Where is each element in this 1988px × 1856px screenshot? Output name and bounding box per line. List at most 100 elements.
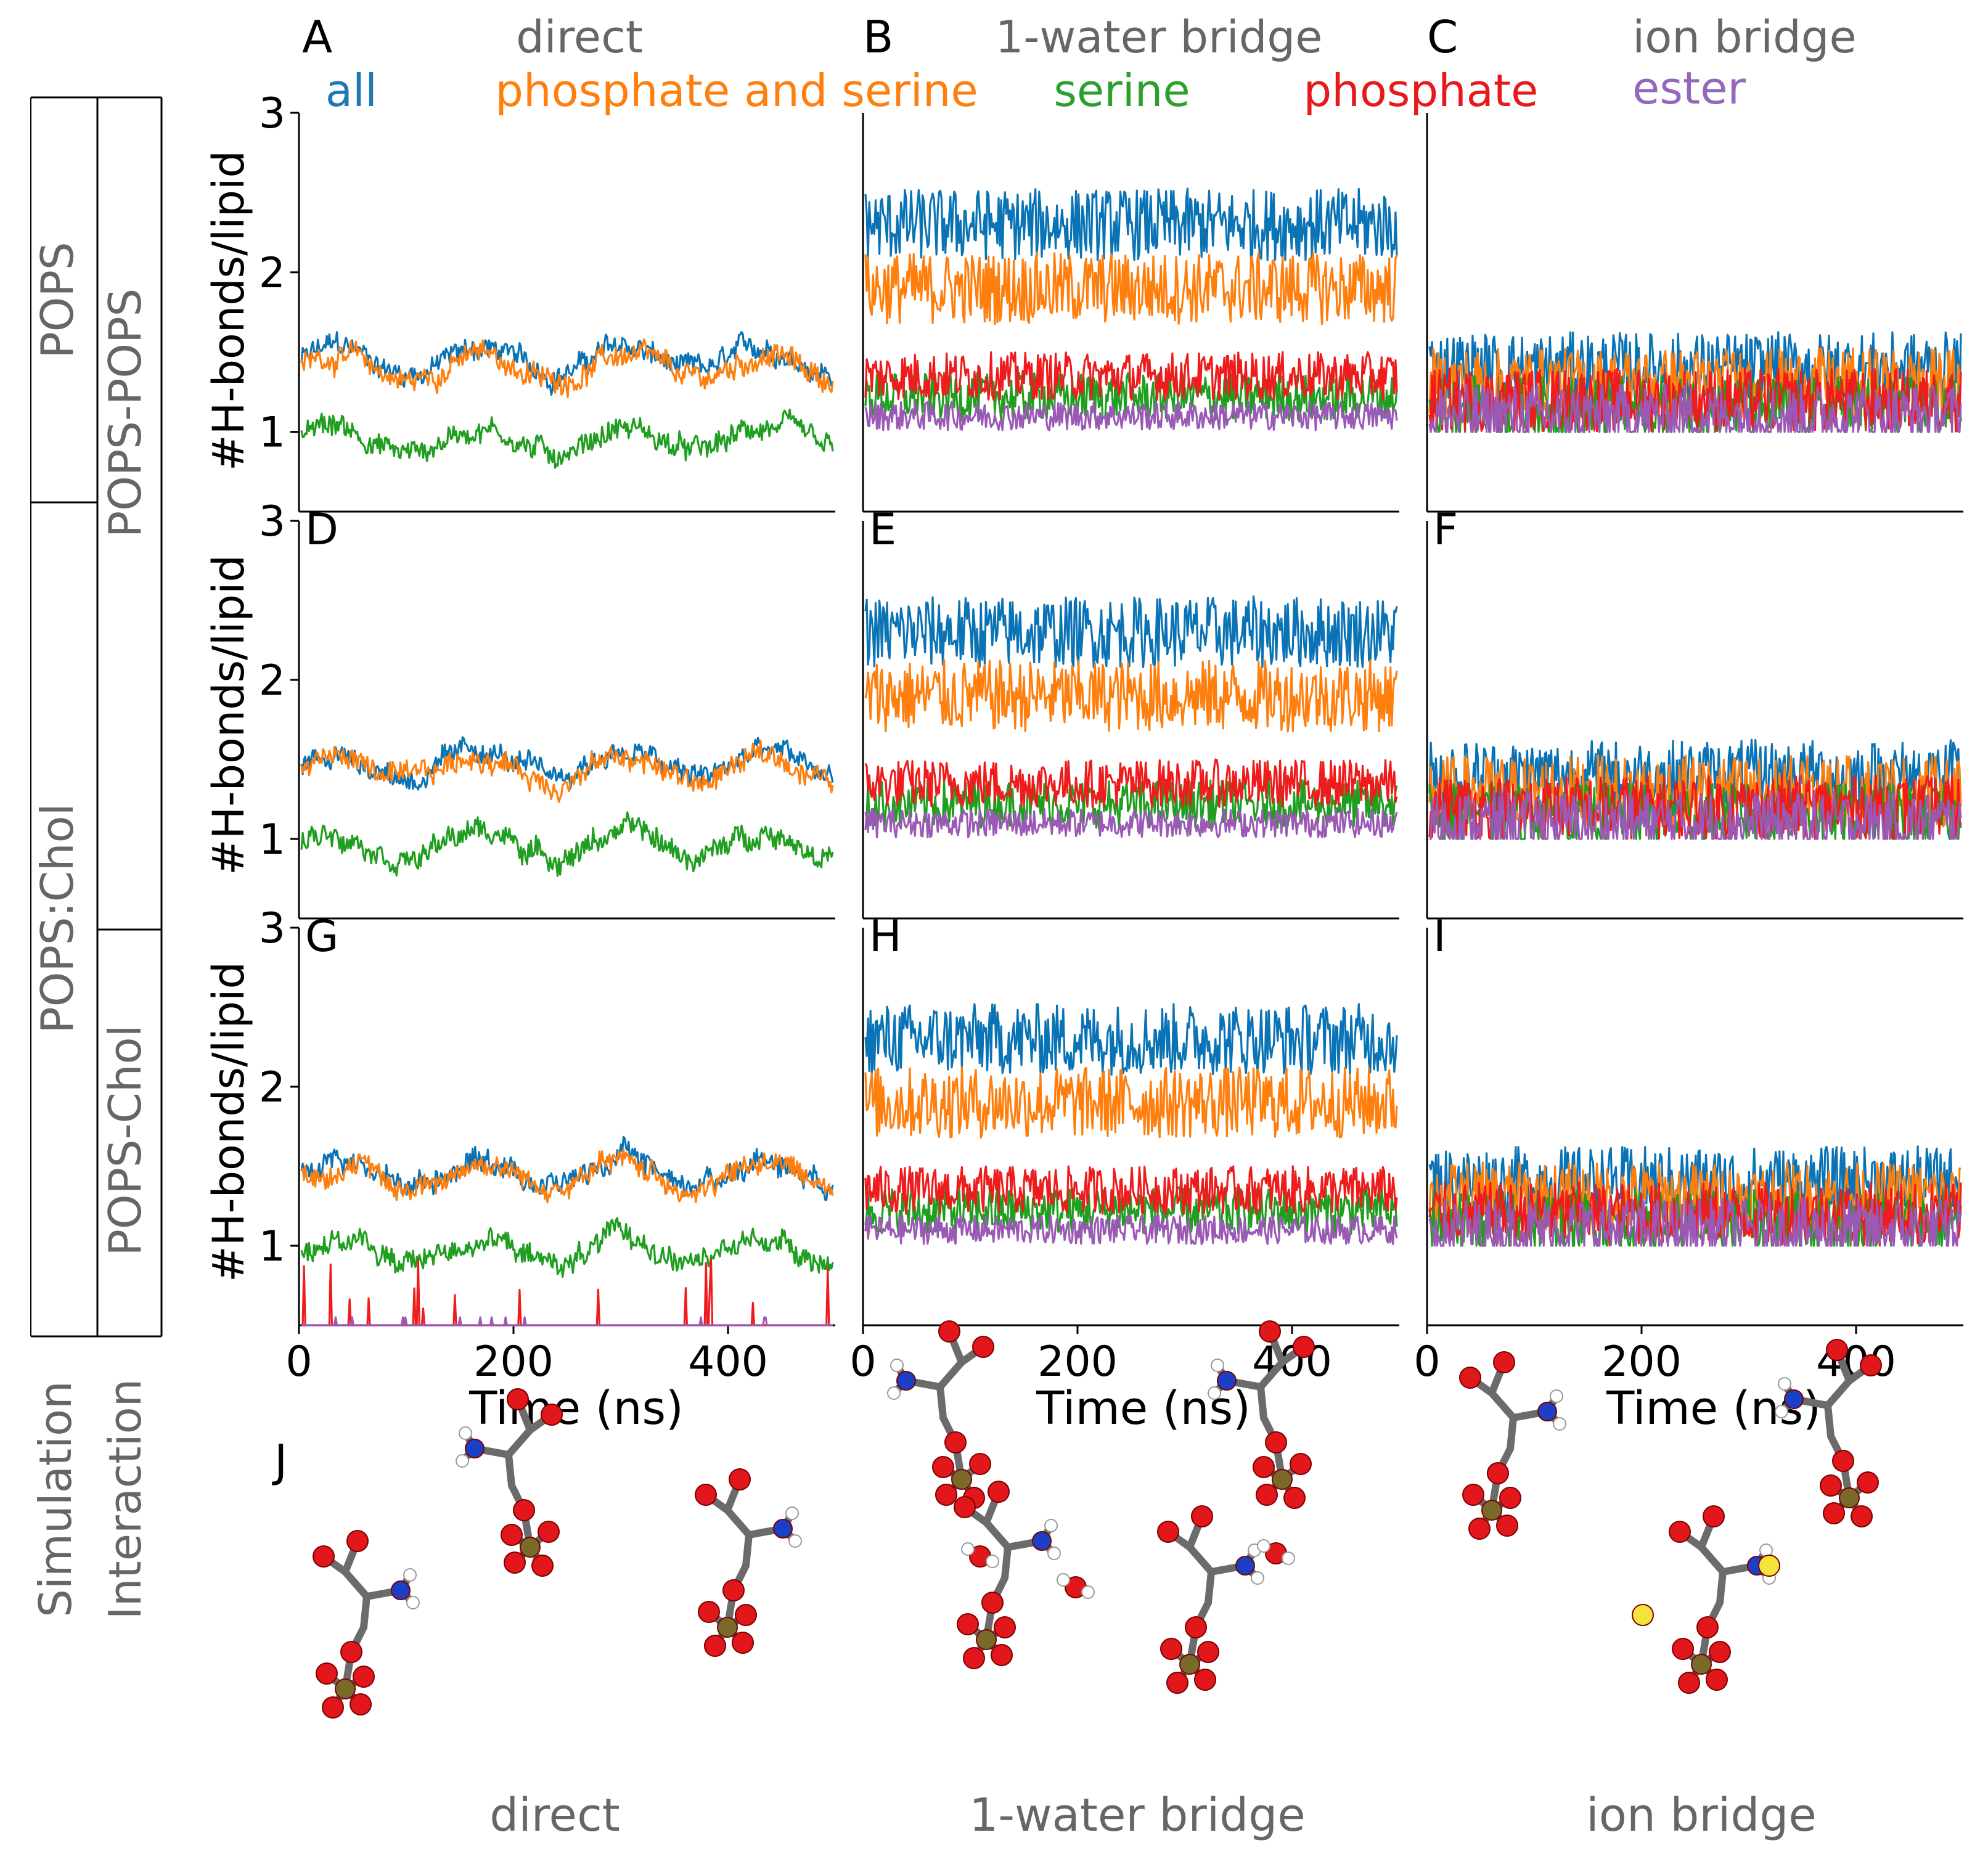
x-tick-label: 200 xyxy=(1601,1338,1682,1386)
series-serine-A xyxy=(300,408,834,469)
atom-O xyxy=(704,1635,726,1657)
legend-ester: ester xyxy=(1632,62,1746,114)
atom-O xyxy=(1826,1339,1848,1361)
atom-O xyxy=(729,1468,751,1490)
x-tick-label: 0 xyxy=(1413,1338,1440,1386)
structure-label-ion-bridge: ion bridge xyxy=(1586,1789,1817,1842)
panel-letter-G: G xyxy=(305,911,338,962)
atom-O xyxy=(957,1613,979,1635)
column-header-ion-bridge: ion bridge xyxy=(1632,11,1857,63)
atom-I xyxy=(1758,1555,1780,1577)
atom-O xyxy=(1696,1616,1719,1638)
water-1 xyxy=(961,1542,999,1568)
atom-O xyxy=(1166,1672,1188,1694)
atom-O xyxy=(1265,1431,1287,1453)
lipid-headgroup-4 xyxy=(887,1320,994,1509)
atom-O xyxy=(1293,1336,1315,1358)
legend-phosphate: phosphate xyxy=(1304,65,1539,117)
series-phosphate-and-serine-E xyxy=(864,659,1398,733)
panel-I: I0 200 400 xyxy=(1413,911,1963,1386)
atom-N xyxy=(1217,1371,1237,1391)
atom-O xyxy=(504,1551,526,1574)
atom-H xyxy=(1044,1519,1058,1532)
atom-O xyxy=(1259,1320,1281,1343)
series-all-I xyxy=(1428,1145,1962,1219)
y-tick-label: 2 xyxy=(259,1063,285,1112)
atom-H xyxy=(1759,1543,1773,1557)
atom-O xyxy=(1672,1638,1694,1660)
atom-O xyxy=(350,1693,372,1715)
panel-F: F xyxy=(1426,504,1963,920)
atom-H xyxy=(456,1454,469,1468)
series-ester-F xyxy=(1430,790,1962,840)
legend: all phosphate and serine serine phosphat… xyxy=(325,62,1746,117)
atom-H xyxy=(1553,1417,1566,1431)
atom-O xyxy=(1706,1669,1728,1691)
atom-O xyxy=(1459,1367,1481,1389)
atom-O xyxy=(1493,1351,1515,1373)
x-tick-label: 200 xyxy=(473,1338,554,1386)
y-tick-label: 3 xyxy=(259,497,285,546)
atom-O xyxy=(1462,1484,1484,1506)
bond xyxy=(936,1359,965,1391)
series-all-B xyxy=(864,187,1398,261)
series-all-G xyxy=(300,1135,834,1201)
panel-B xyxy=(862,113,1399,513)
panel-letter-C: C xyxy=(1427,11,1458,63)
series-phosphate-G xyxy=(301,1258,833,1327)
series-phosphate-and-serine-H xyxy=(864,1066,1398,1139)
series-phosphate-and-serine-A xyxy=(300,338,834,399)
y-axis-label-row2: #H-bonds/lipid xyxy=(203,555,254,875)
x-tick-label: 200 xyxy=(1037,1338,1118,1386)
atom-O xyxy=(938,1320,960,1343)
atom-O xyxy=(531,1555,554,1577)
atom-N xyxy=(391,1580,411,1600)
atom-O xyxy=(1185,1616,1207,1638)
series-serine-H xyxy=(864,1185,1398,1236)
y-tick-label: 1 xyxy=(259,1222,285,1271)
atom-O xyxy=(963,1647,985,1669)
panel-letter-I: I xyxy=(1433,911,1446,962)
panel-E: E xyxy=(862,504,1399,920)
atom-P xyxy=(520,1537,541,1558)
atom-O xyxy=(1191,1505,1213,1527)
series-all-H xyxy=(864,1003,1398,1076)
atom-N xyxy=(1537,1402,1557,1421)
panel-letter-B: B xyxy=(863,11,893,63)
column-header-1-water-bridge: 1-water bridge xyxy=(996,11,1323,63)
panel-letter-J: J xyxy=(272,1435,287,1487)
atom-H xyxy=(986,1555,999,1568)
series-ester-E xyxy=(864,807,1398,838)
atom-P xyxy=(1481,1500,1502,1521)
legend-all: all xyxy=(325,65,377,117)
atom-O xyxy=(1256,1484,1278,1506)
atom-O xyxy=(981,1592,1004,1614)
atom-O xyxy=(513,1499,535,1521)
water-2 xyxy=(1057,1573,1095,1599)
atom-H xyxy=(1211,1359,1224,1372)
bond xyxy=(1186,1543,1215,1576)
atom-O xyxy=(722,1579,745,1601)
atom-H xyxy=(1251,1571,1264,1585)
atom-N xyxy=(773,1519,793,1539)
lipid-headgroup-3 xyxy=(695,1468,802,1657)
series-ester-I xyxy=(1428,1197,1962,1247)
series-phosphate-and-serine-B xyxy=(864,251,1398,325)
atom-O xyxy=(538,1521,560,1543)
panel-C xyxy=(1426,113,1963,513)
atom-O xyxy=(1283,1487,1306,1509)
series-ester-G xyxy=(301,1316,833,1327)
atom-H xyxy=(1047,1547,1061,1560)
atom-H xyxy=(1257,1539,1270,1553)
lipid-headgroup-1 xyxy=(313,1530,420,1719)
atom-H xyxy=(890,1359,904,1372)
structure-label-1-water-bridge: 1-water bridge xyxy=(969,1789,1306,1842)
atom-O xyxy=(1487,1462,1509,1484)
series-phosphate-C xyxy=(1428,367,1962,433)
bond xyxy=(342,1568,370,1600)
atom-O xyxy=(353,1666,375,1688)
bond xyxy=(724,1506,753,1539)
atom-P xyxy=(335,1678,356,1699)
